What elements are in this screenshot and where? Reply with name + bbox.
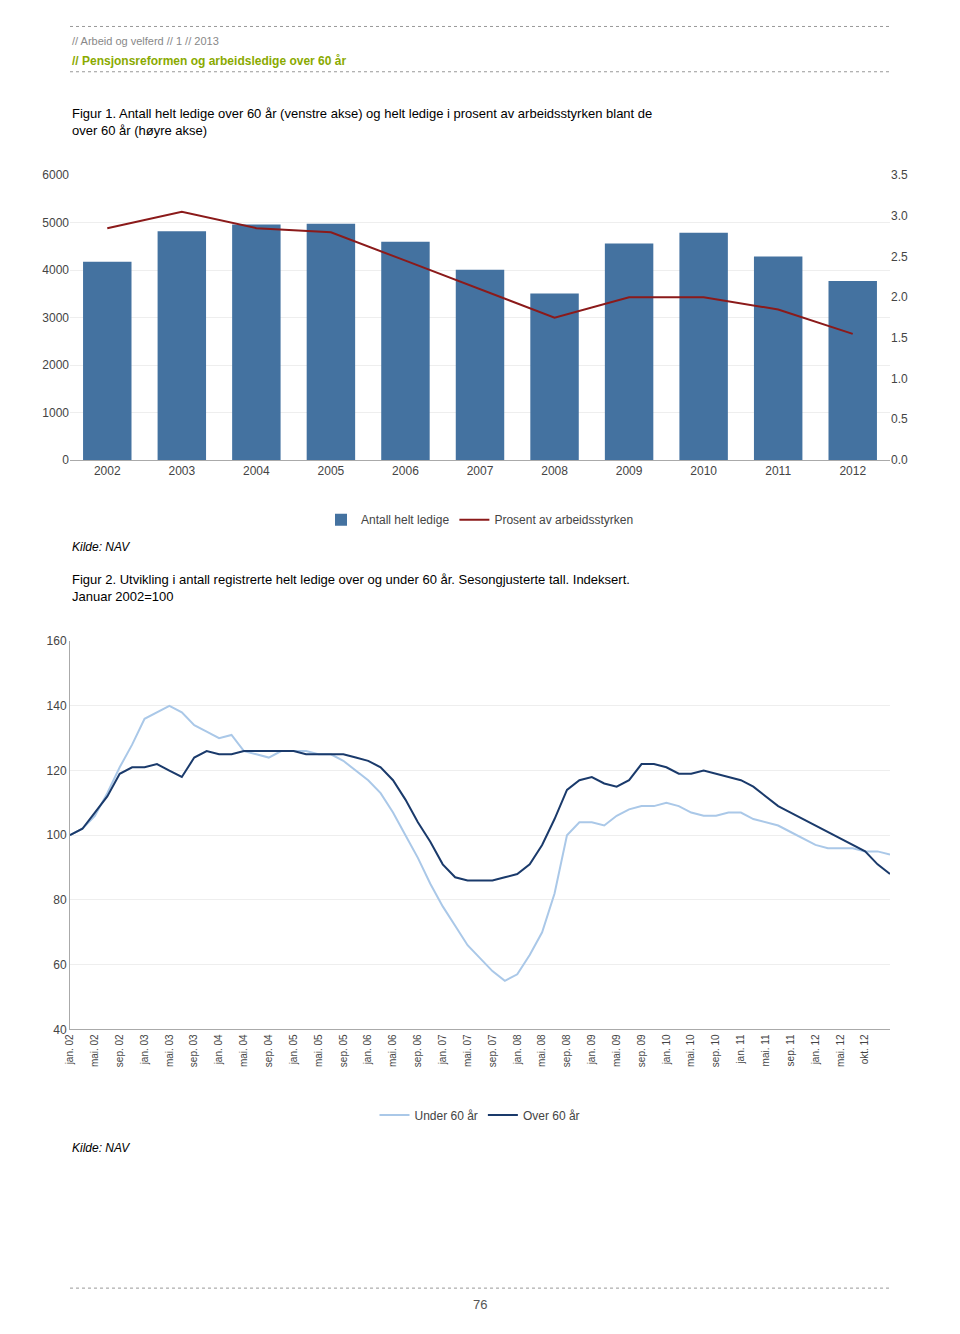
- svg-text:1000: 1000: [42, 406, 69, 420]
- svg-text:3.0: 3.0: [891, 209, 908, 223]
- svg-text:Prosent av arbeidsstyrken: Prosent av arbeidsstyrken: [494, 513, 633, 527]
- svg-text:sep. 09: sep. 09: [636, 1034, 647, 1067]
- svg-text:sep. 03: sep. 03: [188, 1034, 199, 1067]
- svg-text:sep. 04: sep. 04: [263, 1034, 274, 1067]
- svg-text:2002: 2002: [94, 464, 121, 478]
- svg-text:100: 100: [47, 828, 67, 842]
- svg-text:160: 160: [47, 634, 67, 648]
- svg-text:jan. 08: jan. 08: [512, 1034, 523, 1065]
- svg-text:jan. 09: jan. 09: [586, 1034, 597, 1065]
- svg-text:76: 76: [473, 1297, 487, 1312]
- svg-text:jan. 11: jan. 11: [735, 1034, 746, 1065]
- svg-text:6000: 6000: [42, 168, 69, 182]
- svg-text:140: 140: [47, 699, 67, 713]
- svg-text:okt. 12: okt. 12: [859, 1034, 870, 1064]
- svg-text:jan. 10: jan. 10: [661, 1034, 672, 1065]
- svg-text:40: 40: [53, 1023, 67, 1037]
- svg-text:jan. 04: jan. 04: [213, 1034, 224, 1065]
- svg-text:mai. 07: mai. 07: [462, 1034, 473, 1067]
- svg-text:Figur 2. Utvikling i antall re: Figur 2. Utvikling i antall registrerte …: [72, 572, 630, 604]
- svg-text:0: 0: [62, 453, 69, 467]
- svg-text:2000: 2000: [42, 358, 69, 372]
- svg-text:Under 60 år: Under 60 år: [415, 1109, 478, 1123]
- svg-text:sep. 11: sep. 11: [785, 1034, 796, 1066]
- svg-text:mai. 10: mai. 10: [685, 1034, 696, 1067]
- svg-text:2010: 2010: [690, 464, 717, 478]
- svg-text:120: 120: [47, 764, 67, 778]
- svg-text:mai. 08: mai. 08: [536, 1034, 547, 1067]
- svg-text:80: 80: [53, 893, 67, 907]
- svg-text:2005: 2005: [318, 464, 345, 478]
- svg-text:2004: 2004: [243, 464, 270, 478]
- svg-text:mai. 11: mai. 11: [760, 1034, 771, 1066]
- svg-text:5000: 5000: [42, 216, 69, 230]
- svg-text:// Pensjonsreformen og arbeids: // Pensjonsreformen og arbeidsledige ove…: [72, 54, 346, 68]
- svg-text:1.0: 1.0: [891, 372, 908, 386]
- svg-text:0.5: 0.5: [891, 412, 908, 426]
- svg-text:Over 60 år: Over 60 år: [523, 1109, 580, 1123]
- svg-text:3.5: 3.5: [891, 168, 908, 182]
- svg-text:mai. 02: mai. 02: [89, 1034, 100, 1067]
- svg-text:jan. 07: jan. 07: [437, 1034, 448, 1065]
- svg-text:2006: 2006: [392, 464, 419, 478]
- svg-text:mai. 09: mai. 09: [611, 1034, 622, 1067]
- svg-text:sep. 10: sep. 10: [710, 1034, 721, 1067]
- svg-text:jan. 12: jan. 12: [810, 1034, 821, 1065]
- svg-text:Antall helt ledige: Antall helt ledige: [361, 513, 449, 527]
- svg-text:jan. 05: jan. 05: [288, 1034, 299, 1065]
- svg-text:jan. 02: jan. 02: [64, 1034, 75, 1065]
- svg-text:sep. 07: sep. 07: [487, 1034, 498, 1067]
- svg-text:sep. 06: sep. 06: [412, 1034, 423, 1067]
- svg-text:2008: 2008: [541, 464, 568, 478]
- svg-text:sep. 05: sep. 05: [338, 1034, 349, 1067]
- svg-text:2007: 2007: [467, 464, 494, 478]
- svg-text:// Arbeid og velferd // 1 // 2: // Arbeid og velferd // 1 // 2013: [72, 35, 219, 47]
- svg-text:mai. 06: mai. 06: [387, 1034, 398, 1067]
- svg-text:2009: 2009: [616, 464, 643, 478]
- svg-text:2.0: 2.0: [891, 290, 908, 304]
- svg-text:60: 60: [53, 958, 67, 972]
- svg-text:4000: 4000: [42, 263, 69, 277]
- svg-text:Kilde: NAV: Kilde: NAV: [72, 1141, 130, 1155]
- svg-text:mai. 03: mai. 03: [164, 1034, 175, 1067]
- svg-text:sep. 02: sep. 02: [114, 1034, 125, 1067]
- svg-text:3000: 3000: [42, 311, 69, 325]
- svg-text:mai. 12: mai. 12: [835, 1034, 846, 1067]
- svg-text:Figur 1. Antall helt ledige ov: Figur 1. Antall helt ledige over 60 år (…: [72, 106, 652, 138]
- svg-text:mai. 04: mai. 04: [238, 1034, 249, 1067]
- svg-text:2011: 2011: [765, 464, 791, 478]
- svg-text:sep. 08: sep. 08: [561, 1034, 572, 1067]
- svg-text:Kilde: NAV: Kilde: NAV: [72, 540, 130, 554]
- svg-text:2.5: 2.5: [891, 250, 908, 264]
- svg-text:0.0: 0.0: [891, 453, 908, 467]
- svg-text:2012: 2012: [839, 464, 866, 478]
- svg-text:2003: 2003: [168, 464, 195, 478]
- svg-text:mai. 05: mai. 05: [313, 1034, 324, 1067]
- svg-text:jan. 03: jan. 03: [139, 1034, 150, 1065]
- svg-text:1.5: 1.5: [891, 331, 908, 345]
- svg-text:jan. 06: jan. 06: [362, 1034, 373, 1065]
